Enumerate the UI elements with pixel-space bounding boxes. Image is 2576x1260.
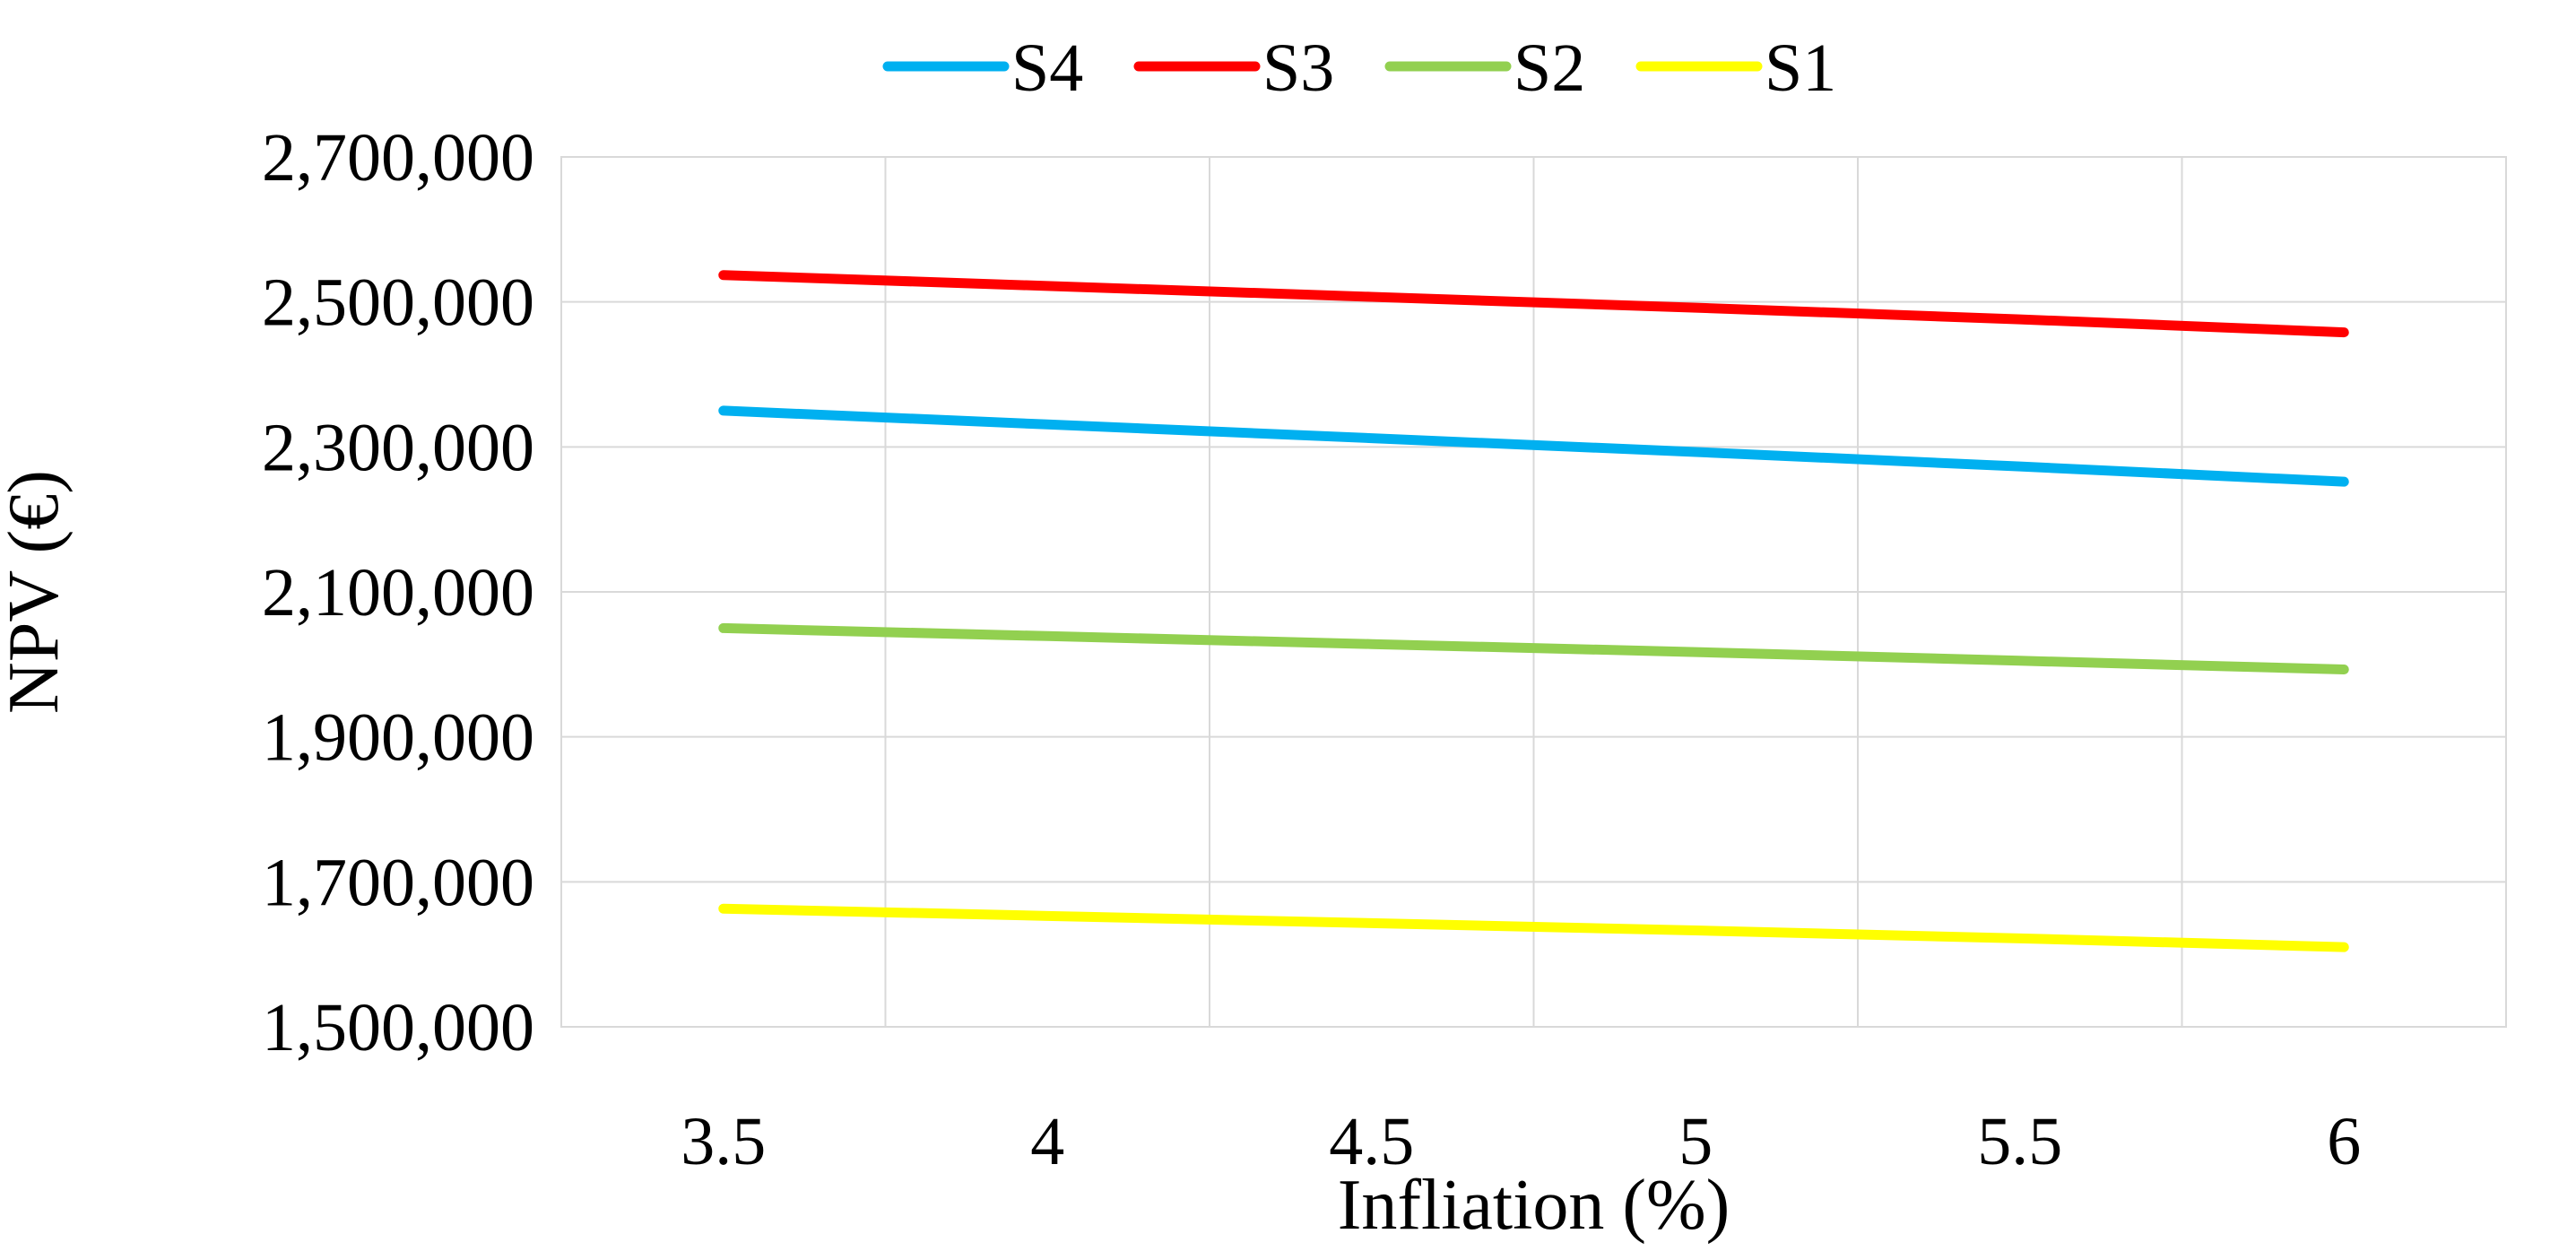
y-tick-label: 2,300,000 bbox=[262, 410, 534, 485]
x-axis-tick-labels: 3.5 4 4.5 5 5.5 6 bbox=[681, 1104, 2361, 1179]
series-line-s3 bbox=[718, 270, 2349, 338]
series-line-s4 bbox=[718, 405, 2349, 487]
legend: S4 S3 S2 S1 bbox=[882, 30, 1836, 106]
y-axis-tick-labels: 1,500,000 1,700,000 1,900,000 2,100,000 2,30… bbox=[262, 120, 534, 1065]
y-tick-label: 1,500,000 bbox=[262, 990, 534, 1065]
x-tick-label: 4 bbox=[1030, 1104, 1064, 1179]
legend-label-s3: S3 bbox=[1262, 30, 1334, 106]
series-line-s1 bbox=[718, 903, 2349, 952]
legend-label-s2: S2 bbox=[1514, 30, 1585, 106]
series-lines bbox=[718, 270, 2349, 952]
y-tick-label: 1,700,000 bbox=[262, 845, 534, 920]
x-tick-label: 6 bbox=[2327, 1104, 2361, 1179]
y-tick-label: 2,500,000 bbox=[262, 265, 534, 341]
y-axis-title: NPV (€) bbox=[0, 470, 74, 714]
x-tick-label: 5.5 bbox=[1977, 1104, 2062, 1179]
y-tick-label: 2,700,000 bbox=[262, 120, 534, 196]
series-line-s2 bbox=[718, 622, 2349, 674]
x-tick-label: 3.5 bbox=[681, 1104, 766, 1179]
y-tick-label: 2,100,000 bbox=[262, 555, 534, 630]
x-axis-title: Infliation (%) bbox=[1338, 1166, 1730, 1245]
legend-label-s4: S4 bbox=[1011, 30, 1083, 106]
y-tick-label: 1,900,000 bbox=[262, 700, 534, 776]
plot-area bbox=[560, 156, 2507, 1028]
x-tick-label: 5 bbox=[1678, 1104, 1713, 1179]
legend-label-s1: S1 bbox=[1765, 30, 1836, 106]
x-tick-label: 4.5 bbox=[1329, 1104, 1414, 1179]
